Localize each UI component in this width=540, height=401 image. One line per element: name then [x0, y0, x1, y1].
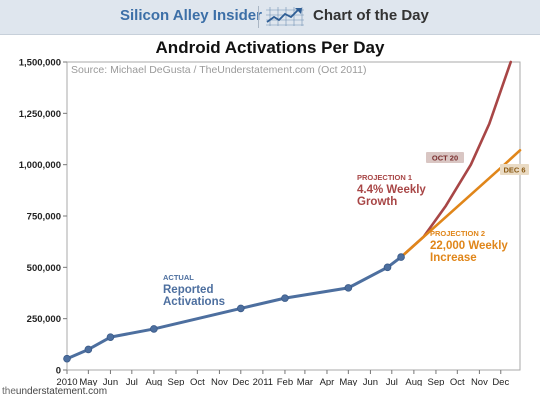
brand-name: Silicon Alley Insider: [120, 7, 262, 24]
data-point: [344, 284, 353, 292]
annotation-label: OCT 20: [432, 154, 458, 163]
x-tick-label: Oct: [190, 377, 205, 386]
x-tick-label: Mar: [297, 377, 313, 386]
x-tick-label: 2010: [56, 377, 77, 386]
series-label-small: PROJECTION 2: [430, 229, 485, 238]
plot-frame: [66, 61, 521, 371]
trend-line-chart-icon: [266, 7, 304, 26]
x-tick-label: Aug: [145, 377, 162, 386]
series-label-line: Activations: [163, 296, 225, 308]
data-point: [63, 354, 71, 363]
x-tick-label: May: [339, 377, 357, 386]
x-tick-label: Feb: [277, 377, 293, 386]
x-tick-label: 2011: [253, 377, 273, 386]
series-label-line: Growth: [357, 196, 397, 208]
series-label-line: 4.4% Weekly: [357, 184, 426, 196]
x-tick-label: Jun: [363, 377, 378, 386]
annotation-box: [426, 152, 464, 163]
x-tick-label: Dec: [492, 377, 509, 386]
chart-title: Android Activations Per Day: [156, 38, 385, 57]
series-label-line: Increase: [430, 252, 477, 264]
chart-subtitle: Source: Michael DeGusta / TheUnderstatem…: [71, 64, 367, 76]
source-url: theunderstatement.com: [2, 386, 108, 397]
data-point: [106, 333, 115, 341]
y-tick-label: 0: [56, 366, 61, 377]
series-label-small: ACTUAL: [163, 273, 194, 282]
section-title: Chart of the Day: [313, 7, 429, 24]
series-line: [65, 255, 403, 361]
x-tick-label: Apr: [320, 377, 335, 386]
data-point: [383, 263, 392, 272]
x-tick-label: Sep: [168, 377, 185, 386]
data-point: [150, 325, 158, 333]
data-point: [236, 304, 245, 313]
series-label-line: 22,000 Weekly: [430, 240, 508, 252]
x-tick-label: Jul: [386, 377, 398, 386]
y-tick-label: 250,000: [27, 314, 61, 325]
x-tick-label: Oct: [450, 377, 465, 386]
x-tick-label: Sep: [427, 377, 444, 386]
series-label-small: PROJECTION 1: [357, 173, 412, 182]
annotation-label: DEC 6: [503, 166, 525, 175]
x-tick-label: Dec: [232, 377, 249, 386]
chart-area: Android Activations Per Day Source: Micha…: [19, 38, 529, 386]
x-tick-label: Jun: [103, 377, 118, 386]
data-point: [281, 294, 289, 302]
y-tick-label: 1,250,000: [19, 109, 61, 120]
x-tick-label: Nov: [471, 377, 488, 386]
header-band: Silicon Alley Insider Chart of the Day: [0, 0, 540, 35]
y-tick-label: 1,000,000: [19, 160, 61, 171]
y-tick-label: 1,500,000: [19, 58, 61, 69]
data-point: [397, 253, 405, 261]
y-tick-label: 750,000: [27, 212, 61, 223]
y-tick-label: 500,000: [27, 263, 61, 274]
header-divider: [258, 6, 259, 28]
x-tick-label: Jul: [126, 377, 138, 386]
x-tick-label: May: [79, 377, 97, 386]
annotation-box: [500, 164, 529, 175]
x-tick-label: Aug: [405, 377, 422, 386]
series-label-line: Reported: [163, 284, 213, 296]
x-tick-label: Nov: [211, 377, 228, 386]
data-point: [84, 345, 93, 354]
